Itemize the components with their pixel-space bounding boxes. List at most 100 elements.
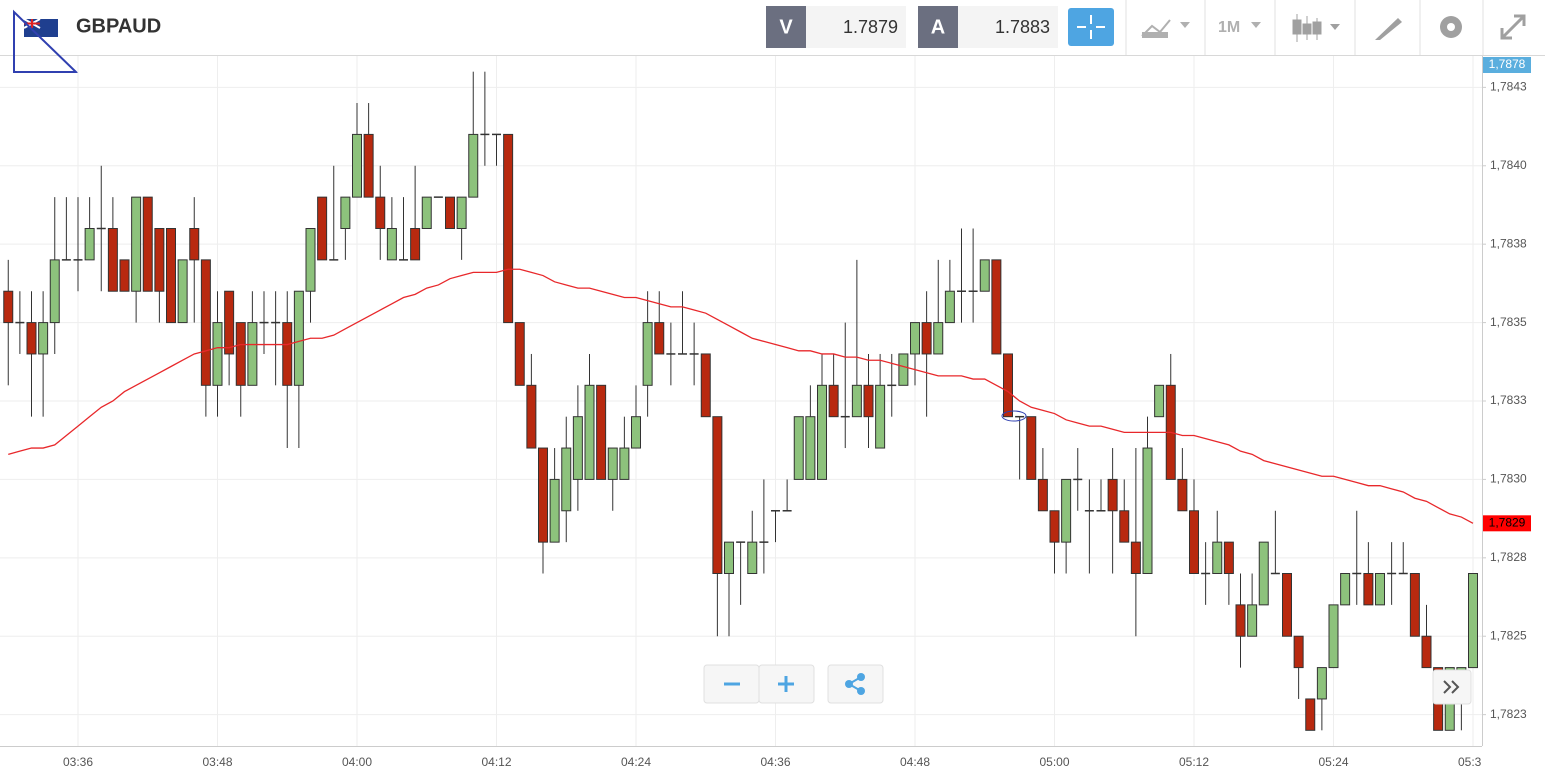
candle-body	[1223, 541, 1234, 574]
zoom-out-button[interactable]	[703, 664, 760, 704]
candle-body	[700, 353, 711, 418]
candle-body	[514, 322, 525, 386]
candle-body	[805, 416, 816, 480]
ask-box[interactable]	[958, 6, 1058, 48]
candle-body	[1258, 541, 1269, 606]
candle-body	[933, 322, 944, 355]
candle-body	[107, 228, 118, 292]
candle-body	[561, 447, 572, 512]
candle-body	[991, 259, 1002, 355]
candle-body	[1212, 541, 1223, 574]
candle-body	[142, 196, 153, 292]
candle-body	[456, 196, 467, 230]
candle-body	[1235, 604, 1246, 637]
scroll-right-button[interactable]	[1432, 669, 1472, 705]
x-tick-label: 04:48	[900, 755, 930, 769]
candle-body	[445, 196, 455, 230]
timeframe[interactable]: 1M	[1218, 19, 1240, 36]
y-tick-label: 1,7843	[1490, 80, 1527, 94]
candle-body	[898, 353, 909, 386]
candle-body	[293, 290, 304, 386]
candle-body	[421, 196, 432, 230]
crosshair-button[interactable]	[1068, 8, 1114, 46]
fullscreen-button[interactable]	[1500, 14, 1526, 40]
x-tick-label: 05:36	[1458, 755, 1488, 769]
grid	[0, 56, 1482, 746]
share-button[interactable]	[827, 664, 884, 704]
candle-body	[549, 478, 560, 543]
x-tick-label: 03:48	[202, 755, 232, 769]
candle-body	[851, 384, 862, 418]
x-tick-label: 03:36	[63, 755, 93, 769]
candle-body	[200, 259, 211, 386]
plot-area: 03:36 03:48 04:00 04:12 04:24 04:36 04:48 05:00…	[3, 71, 1488, 769]
candle-body	[282, 322, 293, 386]
candle-body	[1154, 384, 1165, 418]
price-tag	[1483, 57, 1531, 73]
candle-body	[1340, 573, 1351, 606]
candle-body	[3, 290, 14, 324]
candle-body	[189, 228, 200, 261]
candle-body	[1316, 667, 1327, 700]
candle-body	[1468, 573, 1478, 669]
cursor-marker	[1001, 410, 1027, 422]
candle-body	[386, 228, 397, 261]
candle-body	[305, 228, 316, 292]
axes: 1,7823 1,7825 1,7828 1,7830 1,7833 1,7835 1,78…	[1482, 57, 1531, 721]
candle-body	[1328, 604, 1339, 669]
candle-body	[468, 133, 479, 198]
candle-body	[817, 384, 827, 480]
ask-badge	[918, 6, 958, 48]
candle-body	[910, 322, 920, 355]
candle-body	[119, 259, 130, 292]
candle-body	[712, 416, 723, 574]
candle-body	[921, 322, 932, 355]
candle-body	[1061, 478, 1072, 543]
candle-body	[1293, 635, 1304, 669]
candle-body	[619, 447, 630, 480]
chart-type-button[interactable]	[1141, 19, 1190, 38]
candle-body	[1026, 416, 1037, 480]
candle-body	[38, 322, 49, 355]
bid-box[interactable]	[806, 6, 906, 48]
candle-body	[340, 196, 351, 230]
candle-body	[1130, 541, 1141, 574]
candle-body	[875, 384, 886, 449]
candle-body	[572, 416, 583, 480]
candle-body	[793, 416, 804, 480]
y-tick-label: 1,7830	[1490, 472, 1527, 486]
candle-body	[1119, 510, 1130, 543]
cursor-overlay	[13, 9, 79, 73]
y-tick-label: 1,7828	[1490, 550, 1527, 564]
candle-body	[1177, 478, 1188, 512]
candle-body	[631, 416, 641, 449]
drawing-button[interactable]	[1375, 18, 1402, 40]
x-tick-label: 04:24	[621, 755, 651, 769]
price-tag-label: 1,7878	[1489, 57, 1526, 71]
candle-body	[1421, 635, 1432, 669]
candle-body	[1142, 447, 1153, 574]
candle-body	[503, 133, 514, 324]
x-tick-label: 05:00	[1039, 755, 1069, 769]
zoom-in-button[interactable]	[758, 664, 815, 704]
candle-body	[1037, 478, 1048, 512]
candle-body	[235, 322, 246, 386]
timeframe-arrow	[1251, 22, 1261, 28]
candle-body	[212, 322, 223, 386]
x-tick-label: 05:24	[1318, 755, 1348, 769]
candle-style-button[interactable]	[1292, 14, 1340, 42]
candle-body	[944, 290, 955, 324]
x-tick-label: 04:00	[342, 755, 372, 769]
candle-body	[363, 133, 374, 198]
candle-body	[828, 384, 839, 418]
candle-body	[1049, 510, 1060, 543]
candle-body	[596, 384, 607, 480]
candle-body	[49, 259, 60, 324]
candle-body	[166, 228, 176, 324]
bid-price: 1.7879	[843, 17, 898, 37]
ask-label: A	[931, 16, 945, 38]
candle-body	[375, 196, 386, 230]
settings-button[interactable]	[1440, 16, 1462, 38]
candle-body	[1375, 573, 1385, 606]
